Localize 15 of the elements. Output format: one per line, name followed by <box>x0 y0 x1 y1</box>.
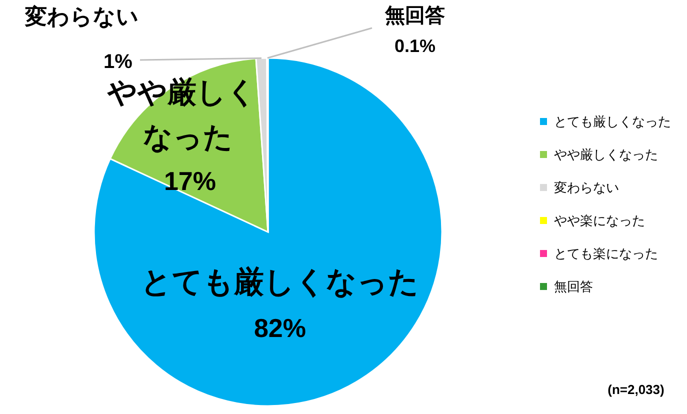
slice-label: とても厳しくなった <box>141 266 419 299</box>
data-label: 17% <box>164 166 216 196</box>
legend-label: 変わらない <box>554 180 619 195</box>
legend-label: 無回答 <box>554 279 593 294</box>
legend-label: やや楽になった <box>554 213 645 228</box>
data-label: 0.1% <box>394 36 436 56</box>
data-label: 82% <box>254 313 306 343</box>
text: (n=2,033) <box>608 382 664 397</box>
data-label: 1% <box>104 51 133 73</box>
legend-label: とても楽になった <box>554 246 658 261</box>
category-label: 変わらない <box>25 4 139 29</box>
legend-label: やや厳しくなった <box>554 147 658 162</box>
legend-label: とても厳しくなった <box>554 114 671 129</box>
slice-label: 無回答 <box>384 5 445 27</box>
slice-label: やや厳しくなった <box>106 76 256 154</box>
